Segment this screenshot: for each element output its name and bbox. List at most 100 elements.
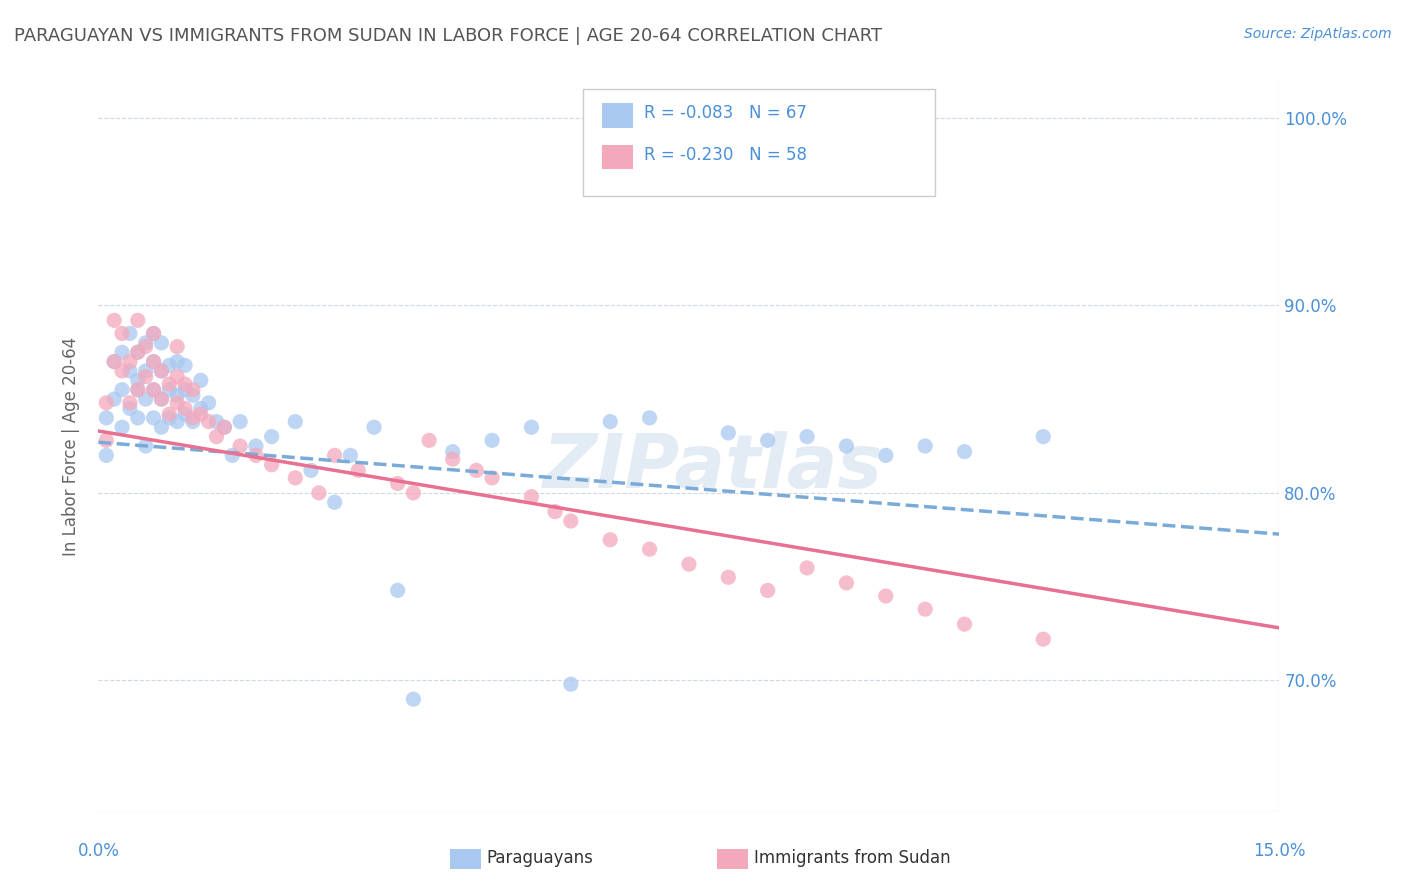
Point	[174, 383, 197, 397]
Point	[245, 439, 267, 453]
Point	[953, 444, 976, 458]
Point	[520, 490, 543, 504]
Point	[520, 420, 543, 434]
Point	[166, 369, 188, 384]
Point	[308, 486, 330, 500]
Point	[205, 429, 228, 443]
Point	[441, 452, 464, 467]
Point	[150, 335, 173, 350]
Point	[150, 364, 173, 378]
Point	[111, 383, 134, 397]
Point	[190, 373, 212, 387]
Point	[347, 463, 370, 477]
Point	[418, 434, 440, 448]
Point	[299, 463, 322, 477]
Point	[1032, 632, 1054, 647]
Point	[190, 401, 212, 416]
Point	[142, 383, 165, 397]
Text: R = -0.083   N = 67: R = -0.083 N = 67	[644, 104, 807, 122]
Point	[111, 364, 134, 378]
Point	[127, 410, 149, 425]
Point	[96, 449, 118, 463]
Point	[135, 392, 157, 406]
Point	[118, 326, 141, 341]
Text: Source: ZipAtlas.com: Source: ZipAtlas.com	[1244, 27, 1392, 41]
Point	[127, 383, 149, 397]
Point	[465, 463, 488, 477]
Point	[150, 364, 173, 378]
Point	[190, 407, 212, 421]
Point	[1032, 429, 1054, 443]
Point	[127, 345, 149, 359]
Point	[481, 434, 503, 448]
Point	[135, 439, 157, 453]
Point	[717, 425, 740, 440]
Text: 15.0%: 15.0%	[1253, 842, 1306, 860]
Point	[638, 410, 661, 425]
Point	[142, 326, 165, 341]
Point	[181, 415, 204, 429]
Point	[544, 505, 567, 519]
Point	[214, 420, 236, 434]
Point	[111, 326, 134, 341]
Point	[150, 392, 173, 406]
Text: PARAGUAYAN VS IMMIGRANTS FROM SUDAN IN LABOR FORCE | AGE 20-64 CORRELATION CHART: PARAGUAYAN VS IMMIGRANTS FROM SUDAN IN L…	[14, 27, 882, 45]
Point	[284, 471, 307, 485]
Point	[638, 542, 661, 557]
Point	[599, 533, 621, 547]
Point	[135, 369, 157, 384]
Point	[756, 583, 779, 598]
Point	[118, 354, 141, 368]
Point	[174, 407, 197, 421]
Text: Immigrants from Sudan: Immigrants from Sudan	[754, 849, 950, 867]
Point	[118, 401, 141, 416]
Point	[96, 410, 118, 425]
Point	[166, 388, 188, 402]
Point	[387, 476, 409, 491]
Point	[914, 602, 936, 616]
Point	[402, 486, 425, 500]
Point	[96, 434, 118, 448]
Point	[135, 340, 157, 354]
Point	[717, 570, 740, 584]
Point	[157, 359, 180, 373]
Point	[127, 373, 149, 387]
Point	[229, 415, 252, 429]
Point	[205, 415, 228, 429]
Point	[796, 561, 818, 575]
Point	[953, 617, 976, 632]
Point	[229, 439, 252, 453]
Point	[560, 677, 582, 691]
Point	[875, 449, 897, 463]
Point	[260, 458, 283, 472]
Point	[166, 415, 188, 429]
Text: ZIPatlas: ZIPatlas	[543, 432, 883, 505]
Point	[599, 415, 621, 429]
Point	[150, 392, 173, 406]
Point	[166, 340, 188, 354]
Point	[221, 449, 243, 463]
Point	[174, 401, 197, 416]
Point	[875, 589, 897, 603]
Point	[103, 392, 125, 406]
Point	[142, 354, 165, 368]
Point	[135, 364, 157, 378]
Point	[835, 575, 858, 590]
Y-axis label: In Labor Force | Age 20-64: In Labor Force | Age 20-64	[62, 336, 80, 556]
Point	[914, 439, 936, 453]
Point	[756, 434, 779, 448]
Point	[197, 415, 219, 429]
Point	[166, 396, 188, 410]
Point	[118, 364, 141, 378]
Text: Paraguayans: Paraguayans	[486, 849, 593, 867]
Point	[181, 383, 204, 397]
Point	[284, 415, 307, 429]
Point	[111, 420, 134, 434]
Point	[835, 439, 858, 453]
Point	[260, 429, 283, 443]
Point	[127, 313, 149, 327]
Point	[245, 449, 267, 463]
Point	[142, 354, 165, 368]
Point	[181, 410, 204, 425]
Point	[560, 514, 582, 528]
